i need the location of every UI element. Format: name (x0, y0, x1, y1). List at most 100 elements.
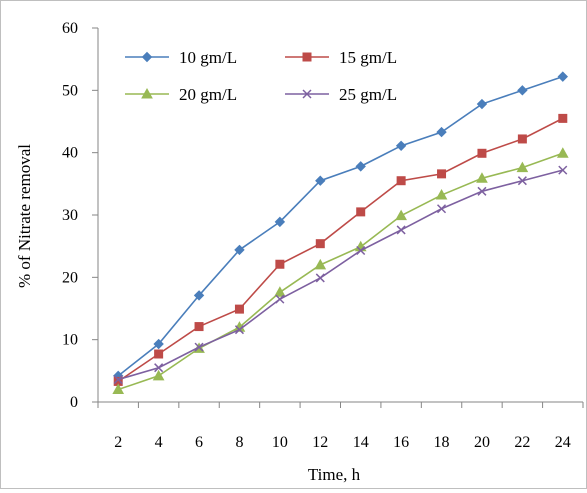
data-point (517, 134, 527, 144)
data-point (153, 338, 164, 350)
x-tick-label: 10 (272, 434, 288, 451)
marker-stroke (194, 342, 204, 352)
data-point (274, 286, 286, 297)
data-point (517, 85, 528, 96)
data-point (516, 161, 529, 173)
data-point (141, 51, 153, 63)
data-point (477, 186, 487, 196)
data-point (477, 148, 487, 158)
x-tick-label: 18 (434, 434, 450, 451)
data-point (113, 375, 123, 385)
data-point (356, 245, 366, 256)
data-point (112, 383, 125, 395)
x-tick-label: 2 (114, 434, 122, 451)
data-point (234, 325, 244, 335)
x-tick-label: 6 (195, 434, 203, 451)
data-point (435, 189, 448, 200)
legend-label: 20 gm/L (179, 85, 237, 104)
series-line (117, 117, 564, 383)
series-4 (113, 165, 568, 385)
data-point (234, 304, 244, 314)
x-tick-label: 16 (393, 434, 409, 451)
y-tick-label: 30 (62, 207, 78, 224)
marker-stroke (558, 165, 568, 175)
data-point (517, 176, 527, 186)
x-tick-label: 8 (235, 434, 243, 451)
data-point (152, 369, 165, 381)
data-point (356, 207, 366, 217)
marker-stroke (234, 325, 244, 335)
data-point (193, 290, 205, 301)
data-point (154, 363, 164, 373)
data-point (436, 126, 447, 138)
x-tick-label: 4 (155, 434, 163, 451)
marker-stroke (517, 176, 527, 186)
legend: 10 gm/L 15 gm/L 20 gm/L 25 gm/L (125, 48, 397, 104)
y-tick-label: 50 (62, 82, 78, 99)
data-point (556, 147, 569, 158)
series-2 (113, 113, 568, 386)
legend-label: 10 gm/L (179, 48, 237, 67)
data-point (558, 165, 568, 175)
marker-stroke (437, 204, 447, 214)
marker-stroke (477, 186, 487, 196)
marker-stroke (356, 245, 366, 256)
data-point (558, 113, 568, 123)
x-tick-label: 20 (474, 434, 490, 451)
data-point (302, 89, 312, 99)
series-line (117, 152, 564, 391)
data-point (437, 204, 447, 214)
marker-stroke (113, 375, 123, 385)
data-point (194, 342, 204, 352)
data-point (437, 169, 447, 179)
legend-entry: 25 gm/L (285, 85, 397, 104)
x-tick-label: 22 (514, 434, 530, 451)
data-point (395, 140, 407, 152)
marker-stroke (396, 225, 406, 235)
x-tick-label: 12 (312, 434, 328, 451)
series-line (117, 169, 563, 381)
data-point (476, 98, 488, 110)
legend-entry: 20 gm/L (125, 85, 237, 104)
x-tick-label: 14 (353, 434, 369, 451)
legend-entry: 10 gm/L (125, 48, 237, 67)
data-point (557, 71, 568, 82)
data-point (395, 209, 407, 221)
marker-stroke (154, 363, 164, 373)
data-point (315, 273, 325, 283)
data-point (302, 52, 312, 62)
series-lines (112, 71, 569, 395)
x-tick-label: 24 (555, 434, 571, 451)
y-tick-label: 60 (62, 20, 78, 37)
legend-label: 25 gm/L (339, 85, 397, 104)
legend-label: 15 gm/L (339, 48, 397, 67)
data-point (315, 175, 326, 186)
data-point (275, 259, 285, 269)
legend-entry: 15 gm/L (285, 48, 397, 67)
y-tick-label: 0 (70, 394, 78, 411)
marker-stroke (315, 273, 325, 283)
data-point (154, 349, 164, 359)
data-point (274, 216, 286, 228)
data-point (396, 225, 406, 235)
marker-stroke (275, 294, 285, 304)
data-point (234, 244, 245, 256)
data-point (476, 172, 488, 183)
series-1 (113, 71, 568, 382)
data-point (396, 176, 406, 186)
data-point (314, 258, 327, 270)
marker-stroke (302, 89, 312, 99)
data-point (315, 239, 325, 249)
data-point (355, 161, 366, 172)
y-axis-title: % of Nitrate removal (15, 144, 34, 288)
series-line (117, 75, 564, 377)
y-tick-label: 20 (62, 269, 78, 286)
data-point (194, 322, 204, 332)
data-point (275, 294, 285, 304)
y-tick-label: 10 (62, 332, 78, 349)
y-tick-label: 40 (62, 145, 78, 162)
data-point (141, 87, 153, 99)
